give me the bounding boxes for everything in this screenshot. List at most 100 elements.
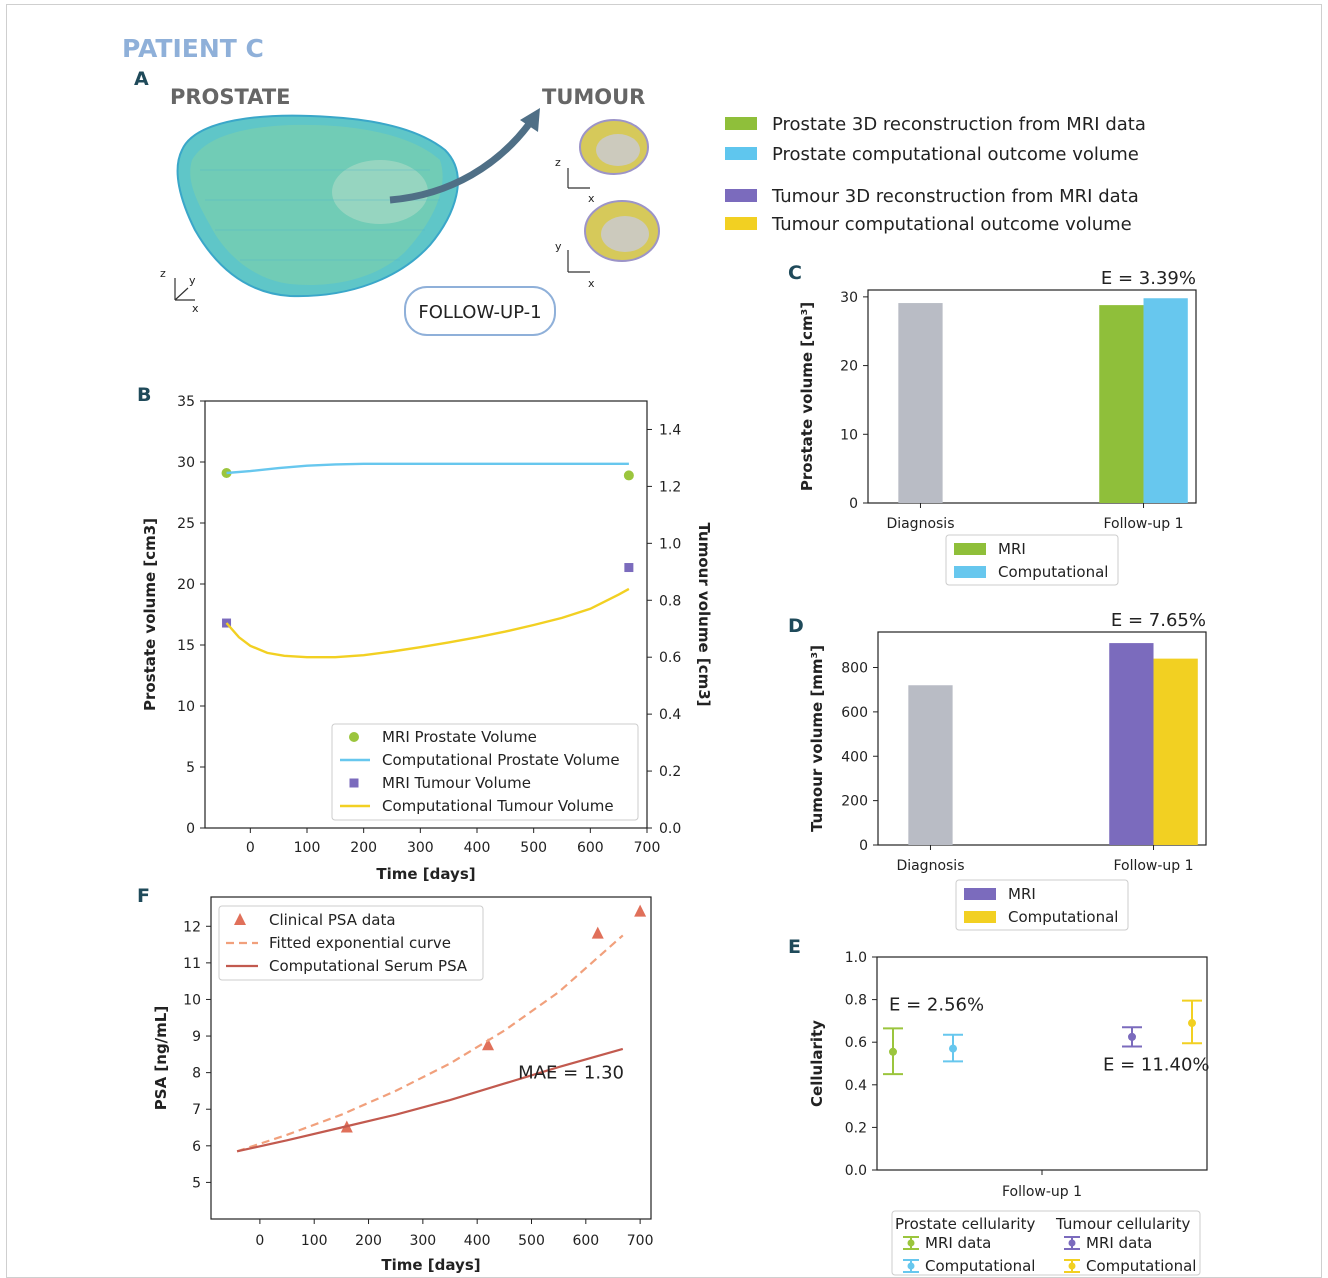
x-tick-label: Follow-up 1	[1103, 516, 1183, 532]
followup-badge-label: FOLLOW-UP-1	[418, 302, 541, 323]
y-tick-label: 20	[840, 359, 858, 375]
bar-mri	[1109, 643, 1154, 845]
followup-badge	[404, 286, 556, 336]
legend-label: MRI	[1008, 885, 1036, 903]
bar-computational	[1143, 298, 1188, 503]
y2-tick-label: 0.8	[659, 593, 681, 609]
y-tick-label: 10	[183, 992, 201, 1008]
x-tick-label: Diagnosis	[896, 858, 964, 874]
axis-glyph-y: y	[189, 274, 196, 287]
x-tick-label: Diagnosis	[886, 516, 954, 532]
y-axis-label: Prostate volume [cm3]	[141, 518, 159, 711]
legend-marker	[1068, 1262, 1076, 1270]
x-tick-label: 600	[577, 840, 604, 856]
legend-label: MRI Prostate Volume	[382, 728, 537, 746]
y2-tick-label: 0.0	[659, 821, 681, 837]
x-tick-label: 200	[350, 840, 377, 856]
legend-label: MRI	[998, 540, 1026, 558]
axes-glyph-prostate	[174, 278, 195, 301]
y-tick-label: 5	[186, 760, 195, 776]
legend-a-swatch	[725, 217, 757, 230]
axes-glyph-tumour-top	[567, 168, 590, 189]
figure-title: PATIENT C	[122, 34, 264, 63]
axis-glyph-x: x	[192, 302, 199, 315]
x-tick-label: 500	[520, 840, 547, 856]
legend-marker	[349, 732, 359, 742]
plot-frame	[877, 631, 1207, 846]
legend-a-swatch	[725, 189, 757, 202]
x-tick-label: 300	[409, 1233, 436, 1249]
zoom-arrow	[389, 117, 535, 204]
x-tick-label: 700	[627, 1233, 654, 1249]
legend-swatch	[954, 543, 986, 555]
panel-d-chart: 0 200 400 600 800 Diagnosis Follow-up 1 E = 7.6…	[808, 610, 1207, 931]
y-tick-label: 10	[177, 699, 195, 715]
error-annotation-tumour: E = 11.40%	[1103, 1055, 1210, 1076]
legend-a-label: Prostate computational outcome volume	[772, 144, 1139, 165]
legend-label: Computational	[998, 563, 1108, 581]
y-tick-label: 0.4	[845, 1078, 867, 1094]
y-tick-label: 6	[192, 1139, 201, 1155]
series-line	[225, 587, 630, 659]
data-point	[591, 926, 604, 939]
y-tick-label: 0	[859, 838, 868, 854]
prostate-title: PROSTATE	[170, 85, 291, 109]
panel-f-label: F	[137, 885, 150, 907]
y-tick-label: 0.0	[845, 1163, 867, 1179]
legend-label: Computational Serum PSA	[269, 957, 468, 975]
errorbar-point	[943, 1033, 963, 1063]
y-tick-label: 200	[841, 794, 868, 810]
y-tick-label: 11	[183, 956, 201, 972]
x-axis-label: Follow-up 1	[1002, 1184, 1082, 1200]
y2-tick-label: 0.4	[659, 707, 681, 723]
panel-d-legend: MRI Computational	[955, 879, 1129, 931]
legend-label: Computational	[1086, 1257, 1196, 1275]
panel-e-chart: 0.0 0.2 0.4 0.6 0.8 1.0 Follow-up 1 Cellularity…	[808, 950, 1210, 1276]
panel-c-chart: 0 10 20 30 Diagnosis Follow-up 1 E = 3.39% Pros…	[798, 268, 1197, 586]
axis-glyph-y-bottom: y	[555, 240, 562, 253]
y-tick-label: 10	[840, 427, 858, 443]
tumour-3d-render-bottom	[584, 200, 660, 262]
legend-label: Computational Tumour Volume	[382, 797, 614, 815]
plot-frame	[204, 400, 648, 829]
legend-a-swatch	[725, 147, 757, 160]
data-point	[634, 904, 647, 917]
y-tick-label: 1.0	[845, 950, 867, 966]
legend-box	[218, 905, 484, 981]
panel-c-label: C	[788, 262, 802, 284]
panel-c-legend: MRI Computational	[945, 534, 1119, 586]
axes-glyph-tumour-bottom	[567, 250, 590, 273]
errorbar-point	[1182, 999, 1202, 1045]
data-point	[1188, 1019, 1196, 1028]
legend-a-swatch	[725, 117, 757, 130]
x-tick-label: 100	[294, 840, 321, 856]
y-tick-label: 0	[849, 496, 858, 512]
legend-marker	[234, 913, 246, 925]
y2-tick-label: 1.0	[659, 536, 681, 552]
y-tick-label: 0	[186, 821, 195, 837]
legend-box	[891, 1210, 1201, 1276]
legend-box	[955, 879, 1129, 931]
legend-label: MRI data	[925, 1234, 991, 1252]
plot-frame	[867, 289, 1197, 504]
y-tick-label: 400	[841, 749, 868, 765]
y2-tick-label: 1.2	[659, 479, 681, 495]
y2-tick-label: 0.2	[659, 764, 681, 780]
y-axis-label: Tumour volume [mm³]	[808, 645, 826, 832]
legend-box	[945, 534, 1119, 586]
y-tick-label: 25	[177, 516, 195, 532]
y-tick-label: 800	[841, 661, 868, 677]
series-line	[236, 934, 624, 1153]
x-tick-label: 100	[301, 1233, 328, 1249]
series-line	[226, 462, 629, 475]
data-point	[949, 1044, 957, 1053]
y-tick-label: 7	[192, 1102, 201, 1118]
x-tick-label: 400	[464, 840, 491, 856]
x-tick-label: 400	[464, 1233, 491, 1249]
data-point	[889, 1047, 897, 1056]
panel-e-label: E	[788, 936, 801, 958]
data-point	[623, 470, 634, 481]
y-tick-label: 8	[192, 1066, 201, 1082]
y2-axis-label: Tumour volume [cm3]	[695, 522, 713, 706]
y-axis-label: Cellularity	[808, 1020, 826, 1107]
